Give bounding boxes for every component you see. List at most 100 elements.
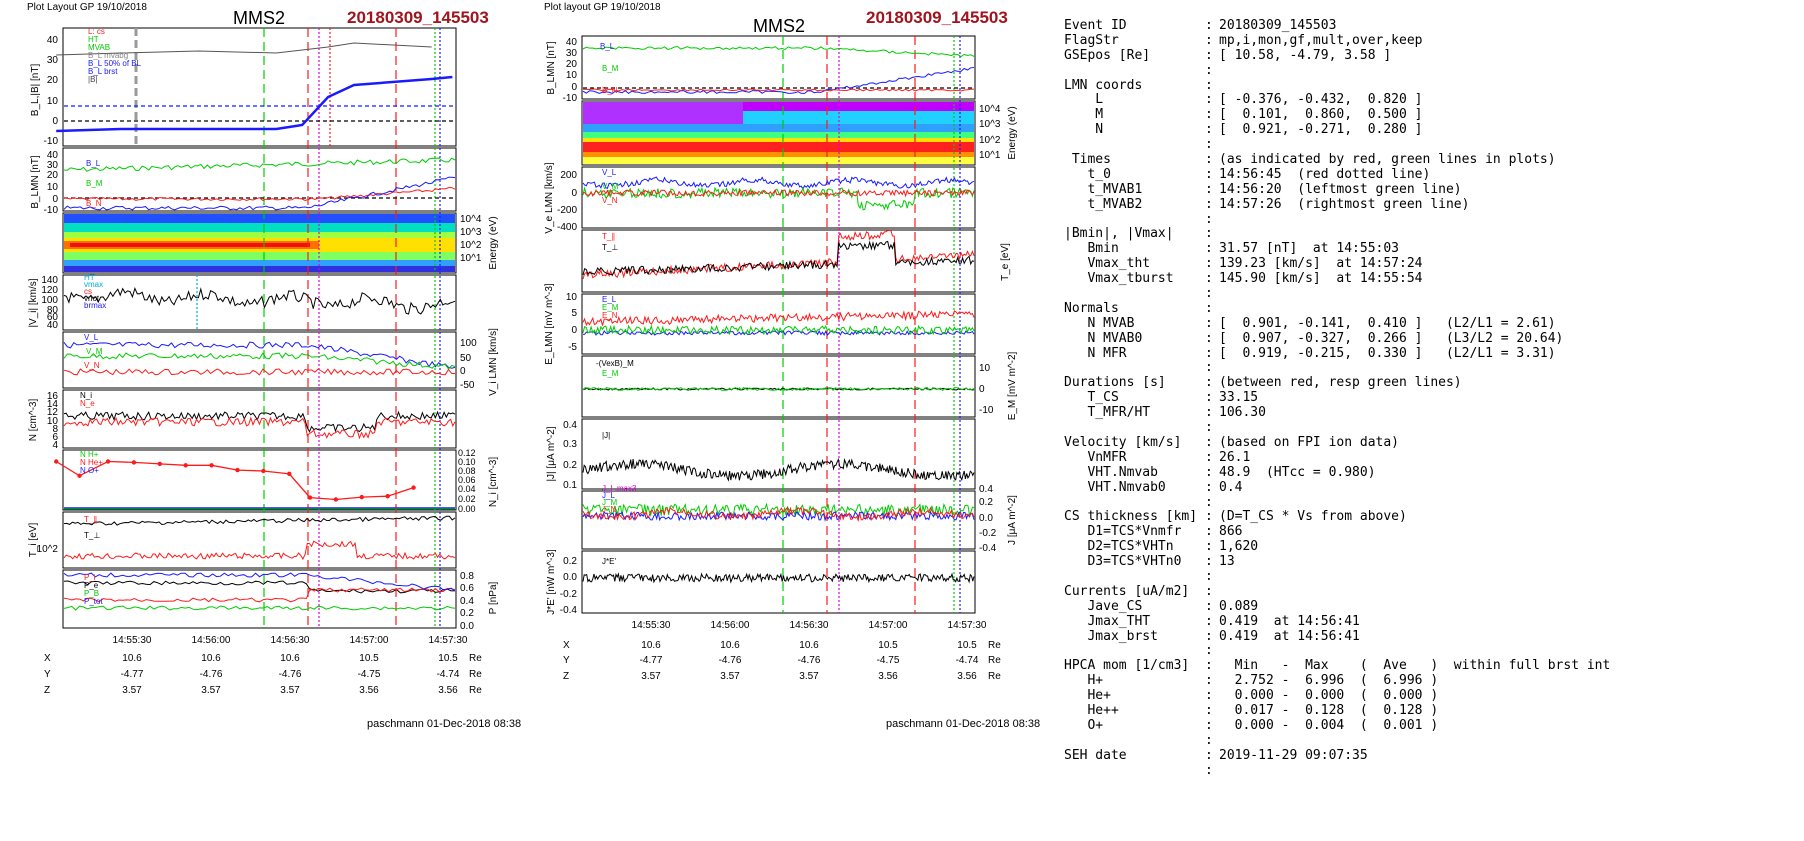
trace-l9-pe xyxy=(63,572,456,592)
l1-legend-0: L: cs xyxy=(88,27,105,36)
info-colon: : xyxy=(1205,658,1213,674)
n-h-plus-point xyxy=(183,463,188,468)
info-row: Vmax_tht:139.23 [km/s] at 14:57:24 xyxy=(1064,256,1799,272)
m5-tick-0: 10 xyxy=(566,292,578,303)
info-colon: : xyxy=(1205,241,1213,257)
l2-tick-4: 0 xyxy=(52,194,58,205)
l-x-4: 10.5 xyxy=(438,653,458,664)
info-colon: : xyxy=(1205,137,1213,153)
info-colon: : xyxy=(1205,18,1213,33)
l8-ylabel: T_i [eV] xyxy=(28,523,39,558)
footer-credit-left: paschmann 01-Dec-2018 08:38 xyxy=(367,718,522,730)
info-key xyxy=(1064,764,1205,779)
l-z-3: 3.56 xyxy=(359,685,379,696)
trace-m5-em xyxy=(582,324,975,336)
left-event-lines xyxy=(64,28,455,628)
trace-m1-bn xyxy=(582,88,975,92)
l5-legend-2: V_N xyxy=(84,361,100,370)
info-value: 139.23 [km/s] at 14:57:24 xyxy=(1219,256,1423,272)
info-row: : xyxy=(1064,763,1799,779)
info-value: 145.90 [km/s] at 14:55:54 xyxy=(1219,271,1423,287)
trace-l2-bl xyxy=(63,176,456,211)
mid-coords: X 10.6 10.6 10.6 10.5 10.5 Re Y -4.77 -4… xyxy=(563,640,1001,682)
trace-m1-bm xyxy=(582,45,975,58)
info-key: VnMFR xyxy=(1064,449,1127,465)
l-x-unit: Re xyxy=(469,653,482,664)
info-value: 33.15 xyxy=(1219,390,1259,406)
trace-l9-pb xyxy=(63,605,456,611)
info-key: Currents [uA/m2] xyxy=(1064,583,1190,599)
info-key: t_0 xyxy=(1064,166,1111,182)
info-key: M xyxy=(1064,107,1104,123)
info-key: SEH date xyxy=(1064,747,1127,763)
l7-tick-5: 0.02 xyxy=(458,494,476,504)
info-value: 26.1 xyxy=(1219,449,1251,465)
info-value: [ 0.919, -0.215, 0.330 ] (L2/L1 = 3.31) xyxy=(1219,345,1556,361)
l6-tick-1: 14 xyxy=(47,399,59,410)
trace-l2-bn xyxy=(63,187,456,202)
trace-m6-em xyxy=(582,386,975,392)
m2-tick-2: 10^2 xyxy=(979,135,1001,146)
l5-legend-1: V_M xyxy=(86,347,103,356)
l6-legend-1: N_e xyxy=(80,399,95,408)
l3-tick-0: 10^4 xyxy=(460,214,482,225)
info-row: : xyxy=(1064,212,1799,228)
n-h-plus-point xyxy=(359,494,364,500)
m1-tick-1: 30 xyxy=(566,48,578,59)
left-panel-3-frame xyxy=(62,212,457,274)
l3-tick-3: 10^1 xyxy=(460,253,482,264)
info-value: 31.57 [nT] at 14:55:03 xyxy=(1219,241,1400,257)
l9-tick-3: 0.2 xyxy=(460,608,474,619)
info-row: VHT.Nmvab:48.9 (HTcc = 0.980) xyxy=(1064,464,1799,481)
m-coord-x: X xyxy=(563,640,570,651)
info-row: He+: 0.000 - 0.000 ( 0.000 ) xyxy=(1064,688,1799,704)
mid-traces xyxy=(582,45,975,584)
l9-legend-2: P_B xyxy=(84,589,99,598)
info-row: Jmax_brst:0.419 at 14:56:41 xyxy=(1064,629,1799,645)
l7-legend-2: N O+ xyxy=(80,466,99,475)
m7-legend-0: |J| xyxy=(602,431,610,440)
info-row: Jmax_THT:0.419 at 14:56:41 xyxy=(1064,613,1799,630)
info-value: (D=T_CS * Vs from above) xyxy=(1219,509,1407,525)
spacecraft-title-left: MMS2 xyxy=(233,8,286,28)
info-key xyxy=(1064,644,1205,659)
l-z-4: 3.56 xyxy=(438,685,458,696)
info-row: Velocity [km/s]: (based on FPI ion data) xyxy=(1064,435,1799,451)
l7-tick-6: 0.00 xyxy=(458,504,476,514)
mid-time-ticks: 14:55:30 14:56:00 14:56:30 14:57:00 14:5… xyxy=(632,620,987,631)
info-colon: : xyxy=(1205,315,1213,331)
m1-legend-0: B_L xyxy=(600,42,615,51)
info-value: (between red, resp green lines) xyxy=(1219,375,1462,391)
info-value: 48.9 (HTcc = 0.980) xyxy=(1219,464,1376,480)
l2-ylabel: B_LMN [nT] xyxy=(30,155,41,209)
l-time-tick-1: 14:56:00 xyxy=(192,635,231,646)
info-row: Event ID:20180309_145503 xyxy=(1064,18,1799,34)
info-value: 0.000 - 0.000 ( 0.000 ) xyxy=(1219,688,1439,704)
info-colon: : xyxy=(1205,688,1213,704)
l4-legend-2: cs xyxy=(84,287,92,296)
info-key: VHT.Nmvab0 xyxy=(1064,479,1166,495)
info-row: : xyxy=(1064,495,1799,511)
l6-legend-0: N_i xyxy=(80,391,92,400)
trace-m3-vm xyxy=(582,186,975,211)
info-row: Durations [s]: (between red, resp green l… xyxy=(1064,375,1799,391)
info-colon: : xyxy=(1205,509,1213,525)
l-x-0: 10.6 xyxy=(122,653,142,664)
m1-tick-0: 40 xyxy=(566,37,578,48)
n-h-plus-point xyxy=(307,495,313,500)
info-colon: : xyxy=(1205,181,1213,197)
m2-tick-1: 10^3 xyxy=(979,119,1001,130)
l2-tick-3: 10 xyxy=(47,182,59,193)
trace-m4-tperp xyxy=(582,240,975,276)
info-row: GSEpos [Re]: [ 10.58, -4.79, 3.58 ] xyxy=(1064,47,1799,64)
info-key: GSEpos [Re] xyxy=(1064,47,1151,63)
info-key xyxy=(1064,361,1205,376)
l1-tick-1: 30 xyxy=(47,55,59,66)
info-value: [ -0.376, -0.432, 0.820 ] xyxy=(1219,92,1423,108)
m2-ylabel: Energy (eV) xyxy=(1007,106,1018,159)
info-key xyxy=(1064,213,1205,228)
info-value: 0.419 at 14:56:41 xyxy=(1219,613,1360,629)
info-colon: : xyxy=(1205,62,1213,78)
info-value: [ 10.58, -4.79, 3.58 ] xyxy=(1219,47,1392,63)
l1-legend-1: HT xyxy=(88,35,99,44)
